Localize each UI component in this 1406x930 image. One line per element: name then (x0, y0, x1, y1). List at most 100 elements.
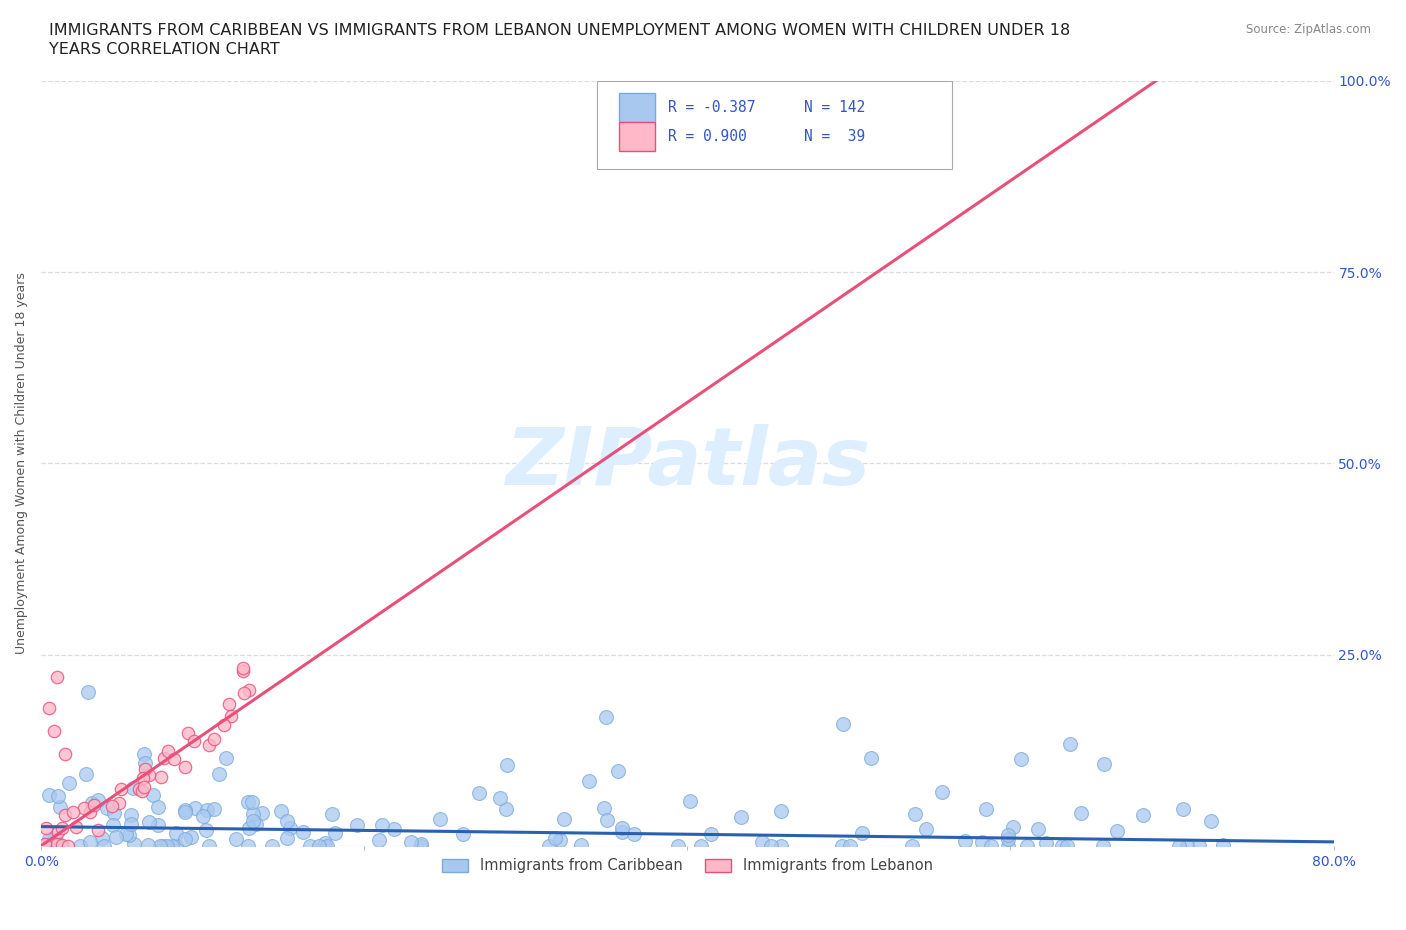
Point (122, 837, 145, 852)
Point (595, 813, 617, 828)
Point (429, 812, 451, 827)
Point (245, 817, 267, 831)
Point (606, 764, 628, 778)
Text: N = 142: N = 142 (804, 100, 865, 115)
Point (128, 782, 150, 797)
Point (1212, 838, 1234, 853)
Point (202, 802, 225, 817)
Text: R = 0.900: R = 0.900 (668, 129, 747, 144)
Point (58, 838, 80, 853)
Point (1092, 756, 1115, 771)
Point (138, 814, 160, 829)
Point (51, 838, 73, 853)
Point (83, 798, 105, 813)
Point (219, 709, 242, 724)
Point (75, 766, 97, 781)
Point (136, 837, 159, 852)
Point (218, 697, 240, 711)
Point (262, 838, 284, 853)
Point (451, 826, 474, 841)
Point (578, 773, 600, 788)
Point (46, 789, 69, 804)
Point (1017, 838, 1039, 853)
Point (314, 835, 336, 850)
Point (236, 838, 259, 853)
Point (110, 781, 132, 796)
Point (149, 838, 172, 853)
Point (215, 751, 238, 765)
Point (160, 838, 183, 853)
Point (851, 826, 873, 841)
Point (156, 744, 179, 759)
Point (34, 837, 56, 852)
Point (183, 734, 205, 749)
Point (80, 795, 103, 810)
Point (195, 822, 218, 837)
Point (101, 799, 124, 814)
Point (382, 822, 405, 837)
Point (35, 820, 58, 835)
Y-axis label: Unemployment Among Women with Children Under 18 years: Unemployment Among Women with Children U… (15, 272, 28, 655)
Point (315, 838, 337, 853)
Point (107, 796, 129, 811)
Point (250, 805, 273, 820)
Point (45, 836, 67, 851)
Point (45, 833, 67, 848)
Point (162, 751, 184, 766)
Point (980, 838, 1002, 853)
Point (569, 837, 592, 852)
Point (79, 834, 101, 849)
Point (544, 830, 567, 845)
Point (138, 767, 160, 782)
Point (103, 817, 125, 832)
Point (118, 828, 141, 843)
Point (208, 767, 231, 782)
Point (242, 814, 264, 829)
Point (65, 819, 87, 834)
Point (974, 802, 997, 817)
Point (276, 830, 298, 845)
Point (276, 814, 298, 829)
Point (399, 835, 422, 850)
Point (368, 832, 391, 847)
Point (468, 786, 491, 801)
Point (1175, 838, 1198, 853)
Point (1059, 737, 1081, 751)
Point (623, 827, 645, 842)
Point (1026, 821, 1049, 836)
Text: IMMIGRANTS FROM CARIBBEAN VS IMMIGRANTS FROM LEBANON UNEMPLOYMENT AMONG WOMEN WI: IMMIGRANTS FROM CARIBBEAN VS IMMIGRANTS … (49, 23, 1070, 38)
Point (149, 770, 172, 785)
Point (93, 838, 115, 853)
Text: R = -0.387: R = -0.387 (668, 100, 755, 115)
Point (914, 821, 936, 836)
Point (346, 817, 368, 832)
Point (131, 784, 153, 799)
Point (1168, 838, 1191, 853)
Point (120, 817, 142, 831)
Point (38, 700, 60, 715)
Point (292, 824, 315, 839)
Point (193, 809, 215, 824)
Point (53, 807, 76, 822)
Point (970, 834, 993, 849)
Point (232, 660, 254, 675)
Point (45, 838, 67, 853)
Text: Source: ZipAtlas.com: Source: ZipAtlas.com (1246, 23, 1371, 36)
Point (679, 793, 702, 808)
Point (132, 771, 155, 786)
Point (997, 838, 1019, 853)
Point (1092, 838, 1115, 853)
Point (152, 838, 174, 853)
Point (96, 801, 118, 816)
Point (553, 811, 575, 826)
Point (769, 838, 792, 853)
Point (132, 779, 155, 794)
Point (751, 834, 773, 849)
Point (232, 685, 254, 700)
Point (174, 804, 197, 819)
Point (280, 820, 302, 835)
Point (177, 725, 200, 740)
Point (860, 751, 883, 765)
Point (997, 827, 1019, 842)
Point (595, 710, 617, 724)
